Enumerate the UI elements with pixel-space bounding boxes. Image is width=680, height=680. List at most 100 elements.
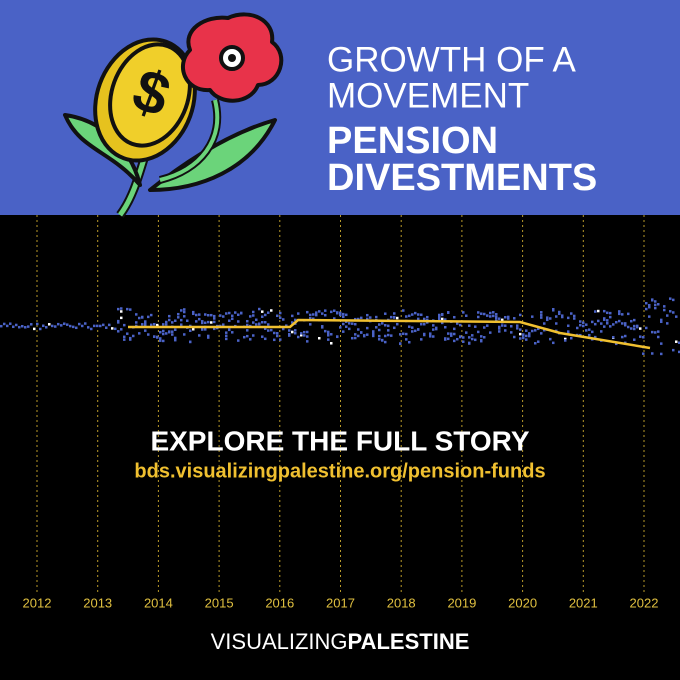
swarm-dot: [675, 315, 678, 318]
swarm-dot: [348, 322, 351, 325]
swarm-dot: [603, 325, 606, 328]
swarm-dot: [399, 333, 402, 336]
year-label: 2012: [23, 595, 52, 610]
swarm-dot: [225, 334, 228, 338]
swarm-dot: [534, 329, 537, 332]
swarm-dot: [504, 324, 507, 327]
swarm-dot: [498, 317, 501, 320]
swarm-dot: [201, 328, 204, 331]
swarm-dot: [663, 308, 666, 312]
swarm-dot: [192, 312, 195, 316]
swarm-dot: [102, 323, 105, 327]
swarm-dot: [162, 339, 165, 343]
swarm-dot: [567, 316, 570, 320]
swarm-dot: [528, 334, 531, 338]
swarm-dot: [144, 329, 147, 332]
swarm-dot: [663, 305, 666, 308]
footer-brand: VISUALIZINGPALESTINE: [211, 629, 470, 654]
swarm-dot: [258, 322, 261, 325]
swarm-dot: [381, 338, 384, 342]
swarm-dot: [252, 334, 255, 337]
cta-url[interactable]: bds.visualizingpalestine.org/pension-fun…: [134, 460, 545, 482]
swarm-dot: [168, 330, 171, 334]
swarm-dot: [366, 333, 369, 336]
swarm-dot: [267, 323, 270, 326]
swarm-dot: [627, 325, 630, 329]
swarm-dot: [252, 310, 255, 314]
swarm-dot: [462, 340, 465, 343]
swarm-dot: [405, 332, 408, 336]
swarm-dot: [441, 317, 444, 321]
swarm-dot: [78, 322, 81, 326]
swarm-dot: [183, 310, 186, 314]
swarm-dot: [339, 311, 342, 315]
swarm-dot: [657, 335, 660, 339]
swarm-dot: [294, 329, 297, 332]
swarm-dot: [45, 326, 48, 329]
swarm-dot: [198, 317, 201, 321]
swarm-dot: [618, 310, 621, 313]
swarm-dot: [93, 324, 96, 328]
swarm-dot: [519, 313, 522, 317]
swarm-dot: [228, 328, 231, 332]
swarm-dot: [660, 320, 663, 324]
swarm-dot: [177, 312, 180, 316]
swarm-dot: [408, 325, 411, 328]
swarm-dot: [624, 322, 627, 325]
swarm-dot: [666, 322, 669, 325]
swarm-dot: [432, 324, 435, 327]
swarm-dot: [495, 313, 498, 316]
swarm-dot: [633, 318, 636, 322]
swarm-dot: [201, 320, 204, 323]
swarm-dot: [126, 332, 129, 335]
swarm-dot: [357, 328, 360, 331]
swarm-dot: [555, 322, 558, 325]
swarm-dot: [231, 314, 234, 318]
swarm-dot: [261, 335, 264, 338]
swarm-dot: [534, 342, 537, 345]
swarm-dot: [516, 324, 519, 327]
swarm-dot: [600, 322, 603, 325]
swarm-dot: [312, 313, 315, 316]
swarm-dot: [159, 330, 162, 334]
swarm-dot: [420, 313, 423, 317]
swarm-dot: [234, 311, 237, 314]
swarm-dot: [21, 324, 24, 328]
swarm-dot: [384, 312, 387, 315]
swarm-dot: [210, 313, 213, 317]
swarm-dot: [507, 315, 510, 319]
swarm-dot: [159, 337, 162, 340]
swarm-dot: [519, 332, 522, 336]
swarm-dot: [384, 324, 387, 327]
swarm-dot: [390, 315, 393, 319]
swarm-dot: [417, 313, 420, 316]
swarm-dot: [423, 332, 426, 336]
swarm-dot: [27, 325, 30, 328]
swarm-dot: [465, 314, 468, 317]
swarm-dot: [324, 309, 327, 312]
swarm-dot: [588, 333, 591, 337]
swarm-dot: [105, 326, 108, 329]
swarm-dot: [273, 331, 276, 335]
swarm-dot: [567, 324, 570, 328]
swarm-dot: [351, 336, 354, 340]
swarm-dot: [375, 326, 378, 329]
swarm-dot: [519, 337, 522, 340]
swarm-dot: [645, 307, 648, 311]
swarm-dot: [438, 316, 441, 320]
swarm-dot: [135, 313, 138, 316]
swarm-dot: [417, 317, 420, 321]
swarm-dot: [489, 315, 492, 318]
swarm-dot: [516, 327, 519, 330]
swarm-dot: [609, 315, 612, 319]
swarm-dot: [537, 340, 540, 343]
swarm-dot: [36, 322, 39, 326]
swarm-dot: [552, 341, 555, 345]
swarm-dot: [246, 319, 249, 323]
swarm-dot: [483, 326, 486, 329]
swarm-dot: [486, 314, 489, 317]
swarm-dot: [150, 313, 153, 317]
swarm-dot: [393, 316, 396, 319]
swarm-dot: [114, 327, 117, 331]
swarm-dot: [384, 334, 387, 338]
